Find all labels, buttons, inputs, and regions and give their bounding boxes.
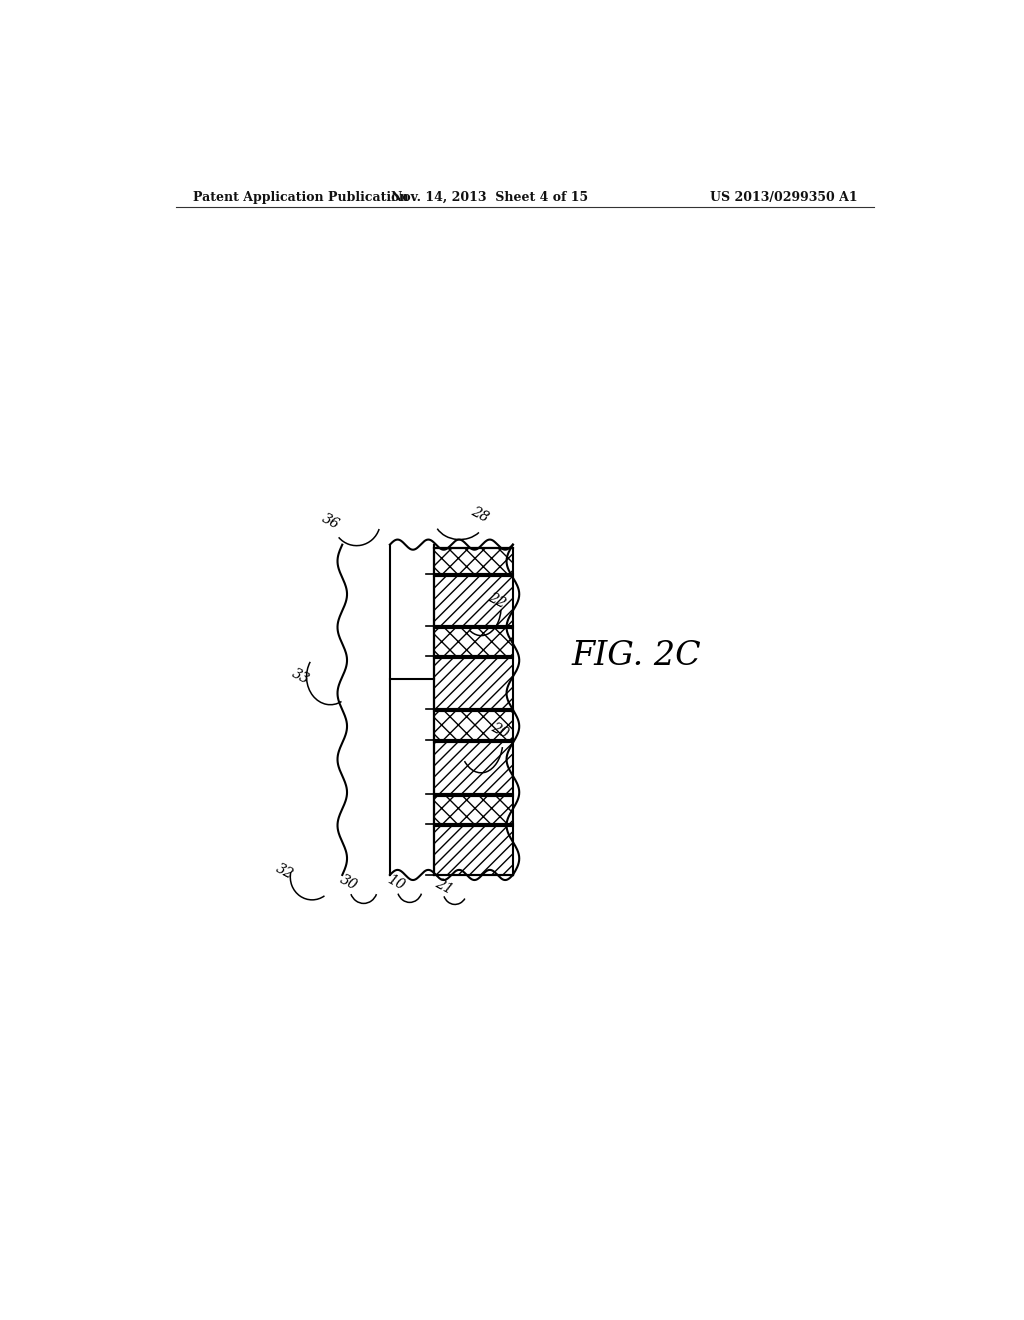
Bar bbox=[433, 826, 513, 875]
Text: 30: 30 bbox=[338, 873, 359, 894]
Text: 21: 21 bbox=[433, 875, 455, 896]
Bar bbox=[433, 628, 513, 656]
Text: Patent Application Publication: Patent Application Publication bbox=[194, 190, 409, 203]
Bar bbox=[433, 576, 513, 626]
Text: 36: 36 bbox=[319, 511, 341, 532]
Text: 32: 32 bbox=[273, 862, 296, 882]
Bar bbox=[433, 742, 513, 793]
Bar bbox=[433, 796, 513, 824]
Bar bbox=[433, 659, 513, 709]
Text: Nov. 14, 2013  Sheet 4 of 15: Nov. 14, 2013 Sheet 4 of 15 bbox=[390, 190, 588, 203]
Text: 20: 20 bbox=[488, 721, 511, 741]
Text: 28: 28 bbox=[468, 504, 490, 524]
Text: 33: 33 bbox=[290, 667, 312, 688]
Bar bbox=[433, 548, 513, 574]
Bar bbox=[433, 711, 513, 739]
Text: 10: 10 bbox=[385, 873, 408, 894]
Text: 22: 22 bbox=[486, 590, 508, 611]
Text: FIG. 2C: FIG. 2C bbox=[571, 640, 700, 672]
Text: US 2013/0299350 A1: US 2013/0299350 A1 bbox=[711, 190, 858, 203]
